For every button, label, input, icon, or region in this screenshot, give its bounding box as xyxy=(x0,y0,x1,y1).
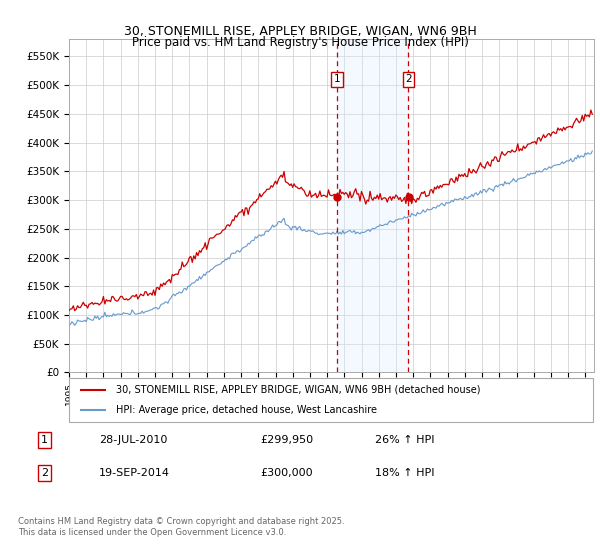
Text: 26% ↑ HPI: 26% ↑ HPI xyxy=(375,435,434,445)
Text: £299,950: £299,950 xyxy=(260,435,313,445)
Text: £300,000: £300,000 xyxy=(260,468,313,478)
Text: 2: 2 xyxy=(41,468,48,478)
Text: 28-JUL-2010: 28-JUL-2010 xyxy=(98,435,167,445)
Text: 19-SEP-2014: 19-SEP-2014 xyxy=(98,468,170,478)
Text: 18% ↑ HPI: 18% ↑ HPI xyxy=(375,468,434,478)
Text: HPI: Average price, detached house, West Lancashire: HPI: Average price, detached house, West… xyxy=(116,405,377,415)
Text: 1: 1 xyxy=(41,435,48,445)
Text: Contains HM Land Registry data © Crown copyright and database right 2025.
This d: Contains HM Land Registry data © Crown c… xyxy=(18,517,344,536)
Text: Price paid vs. HM Land Registry's House Price Index (HPI): Price paid vs. HM Land Registry's House … xyxy=(131,36,469,49)
Text: 2: 2 xyxy=(405,74,412,85)
Bar xyxy=(337,39,409,372)
Text: 30, STONEMILL RISE, APPLEY BRIDGE, WIGAN, WN6 9BH: 30, STONEMILL RISE, APPLEY BRIDGE, WIGAN… xyxy=(124,25,476,38)
FancyBboxPatch shape xyxy=(69,378,593,422)
Text: 1: 1 xyxy=(334,74,340,85)
Text: 30, STONEMILL RISE, APPLEY BRIDGE, WIGAN, WN6 9BH (detached house): 30, STONEMILL RISE, APPLEY BRIDGE, WIGAN… xyxy=(116,385,481,395)
